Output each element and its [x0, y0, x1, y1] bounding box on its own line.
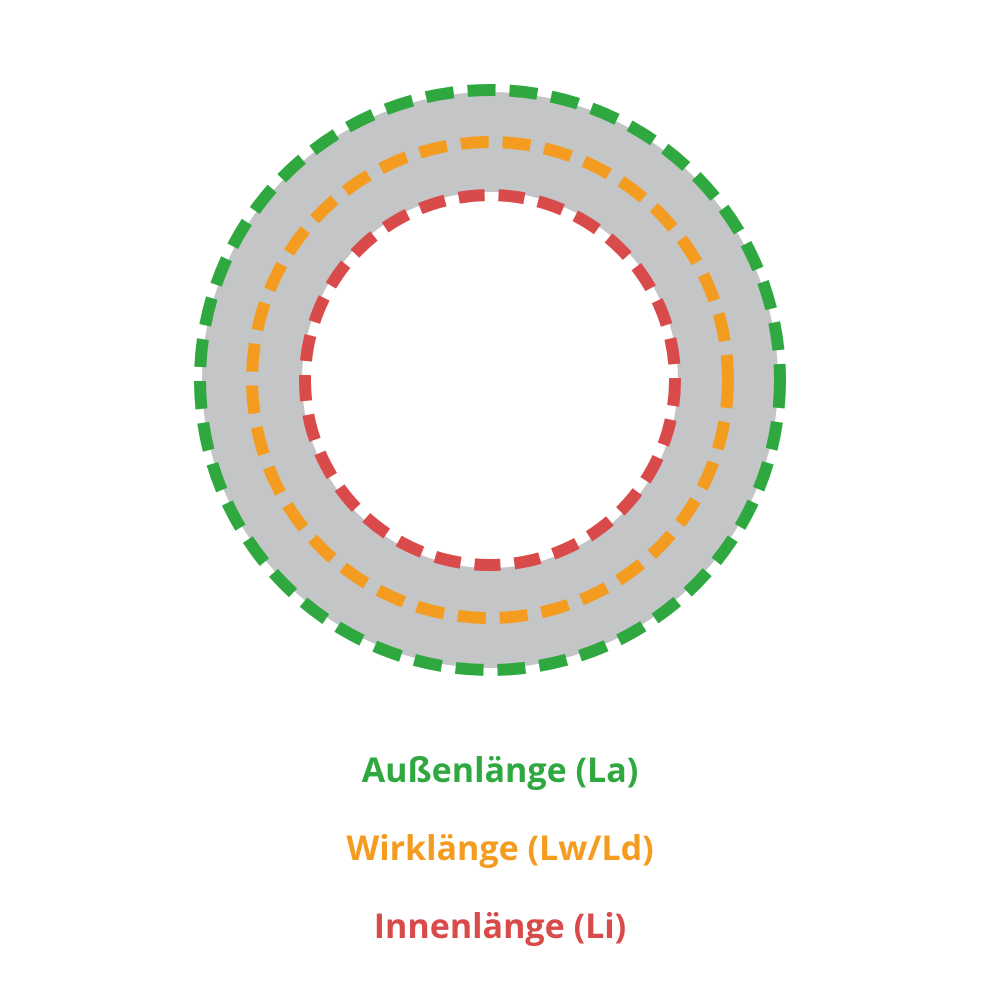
belt-length-diagram: Außenlänge (La) Wirklänge (Lw/Ld) Innenl… — [0, 0, 1000, 1000]
legend-effective-length: Wirklänge (Lw/Ld) — [346, 830, 653, 864]
middle-circle — [252, 142, 728, 618]
legend-inner-length: Innenlänge (Li) — [374, 908, 626, 942]
legend: Außenlänge (La) Wirklänge (Lw/Ld) Innenl… — [0, 752, 1000, 942]
inner-circle — [305, 195, 675, 565]
legend-outer-length: Außenlänge (La) — [362, 752, 639, 786]
